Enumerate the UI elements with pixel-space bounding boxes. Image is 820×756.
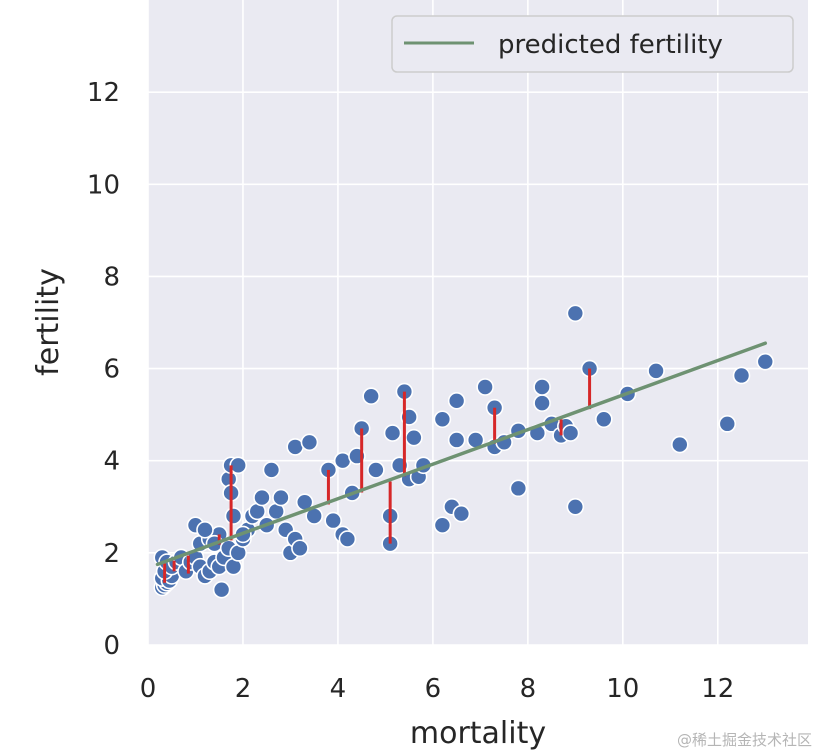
x-tick-label: 6 bbox=[425, 674, 442, 704]
y-tick-label: 6 bbox=[103, 355, 120, 385]
data-point bbox=[224, 507, 243, 525]
watermark: @稀土掘金技术社区 bbox=[677, 731, 812, 749]
data-point bbox=[196, 521, 214, 539]
legend: predicted fertility bbox=[391, 15, 794, 73]
data-point bbox=[367, 461, 385, 479]
data-point bbox=[362, 387, 380, 406]
data-point bbox=[566, 304, 585, 323]
data-point bbox=[272, 488, 290, 507]
legend-box bbox=[391, 15, 794, 73]
data-point bbox=[732, 366, 751, 385]
y-tick-label: 4 bbox=[103, 447, 120, 477]
x-tick-label: 0 bbox=[140, 674, 157, 704]
data-point bbox=[324, 511, 342, 530]
data-point bbox=[670, 435, 689, 454]
data-point bbox=[647, 362, 665, 380]
regression-line-group bbox=[155, 341, 768, 567]
data-point bbox=[262, 461, 281, 479]
plot-background bbox=[148, 0, 808, 645]
data-point bbox=[291, 539, 309, 558]
legend-label: predicted fertility bbox=[498, 30, 723, 60]
y-tick-label: 2 bbox=[103, 539, 120, 569]
x-tick-label: 4 bbox=[330, 674, 347, 704]
y-tick-label: 10 bbox=[87, 170, 120, 200]
x-tick-label: 2 bbox=[235, 674, 252, 704]
y-tick-labels: 0 2 4 6 8 10 12 bbox=[87, 78, 120, 661]
y-axis-title: fertility bbox=[31, 268, 66, 376]
data-point bbox=[452, 504, 471, 523]
x-tick-label: 12 bbox=[701, 674, 734, 704]
residual-lines bbox=[163, 368, 592, 583]
data-point bbox=[338, 530, 357, 548]
x-tick-labels: 0 2 4 6 8 10 12 bbox=[140, 674, 735, 704]
data-point bbox=[447, 431, 466, 449]
data-point bbox=[533, 378, 551, 396]
y-tick-label: 12 bbox=[87, 78, 120, 108]
x-axis-title: mortality bbox=[410, 716, 546, 751]
data-point bbox=[566, 497, 585, 516]
y-tick-label: 8 bbox=[103, 262, 120, 292]
data-point bbox=[533, 394, 551, 412]
x-tick-label: 10 bbox=[606, 674, 639, 704]
data-point bbox=[253, 488, 271, 507]
data-point bbox=[718, 415, 737, 433]
scatter-points bbox=[153, 304, 775, 599]
data-point bbox=[300, 433, 319, 452]
data-point bbox=[229, 456, 248, 475]
data-point bbox=[433, 516, 452, 535]
data-point bbox=[595, 410, 613, 429]
grid bbox=[147, 0, 808, 646]
data-point bbox=[756, 352, 775, 371]
data-point bbox=[476, 378, 494, 396]
data-point bbox=[447, 392, 466, 410]
data-point bbox=[509, 479, 528, 498]
data-point bbox=[561, 424, 580, 442]
x-tick-label: 8 bbox=[520, 674, 537, 704]
data-point bbox=[212, 580, 231, 599]
data-point bbox=[383, 424, 402, 442]
y-tick-label: 0 bbox=[103, 631, 120, 661]
data-point bbox=[405, 428, 423, 447]
regression-line bbox=[155, 341, 768, 567]
data-point bbox=[433, 410, 452, 429]
